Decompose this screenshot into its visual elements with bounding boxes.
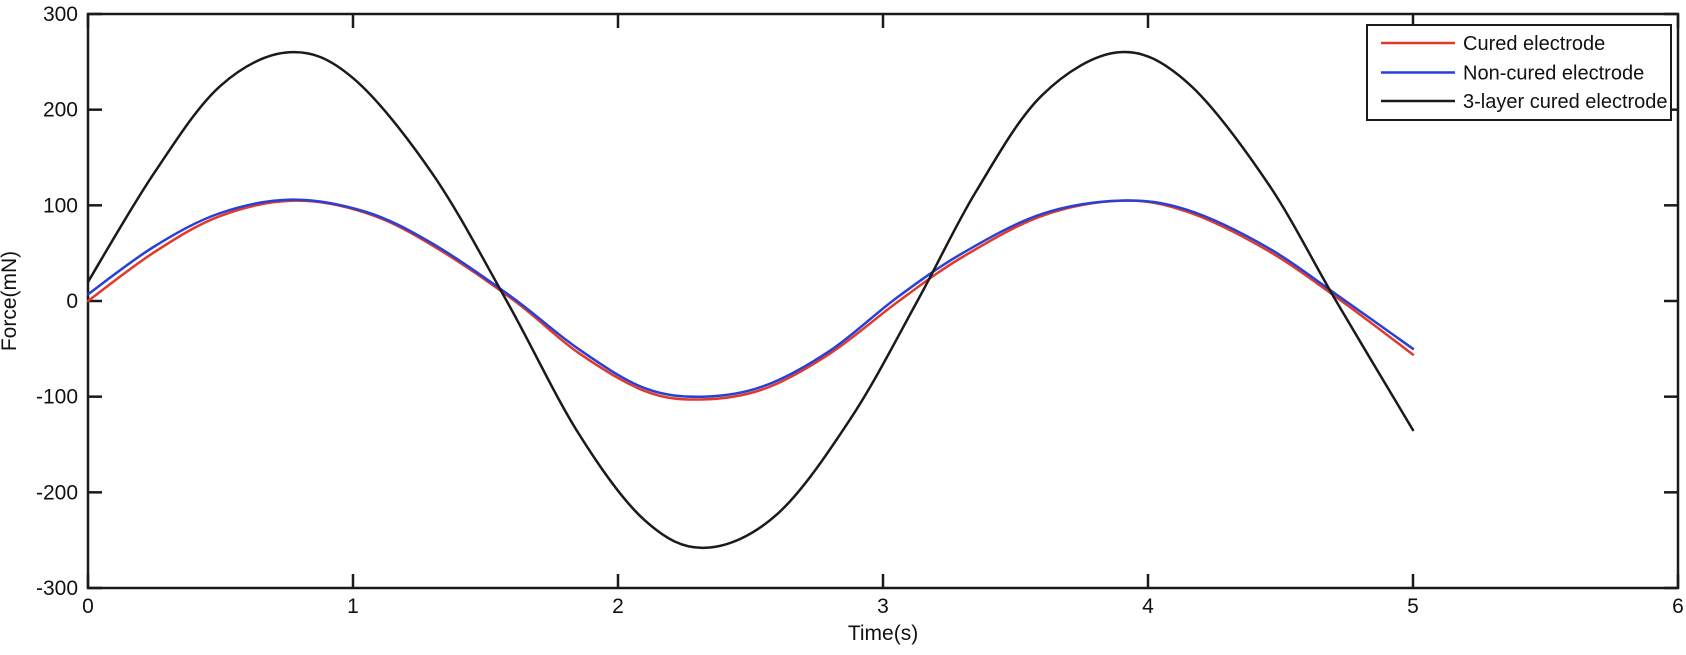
series-line-non-cured-electrode — [86, 198, 1415, 398]
x-tick-label: 0 — [82, 595, 94, 618]
series-line-cured-electrode — [86, 199, 1415, 401]
legend-item: 3-layer cured electrode — [1381, 91, 1668, 113]
y-tick-label: -100 — [36, 386, 78, 409]
x-tick-label: 3 — [877, 595, 889, 618]
legend: Cured electrode Non-cured electrode 3-laye… — [1366, 24, 1672, 121]
x-tick-label: 5 — [1407, 595, 1419, 618]
y-tick-label: 300 — [43, 3, 78, 26]
data-series — [86, 50, 1415, 550]
y-tick-label: -300 — [36, 577, 78, 600]
x-axis-label: Time(s) — [848, 622, 918, 645]
x-tick-label: 6 — [1672, 595, 1684, 618]
series-line-3-layer-cured-electrode — [86, 50, 1415, 550]
legend-label: Cured electrode — [1463, 33, 1605, 55]
legend-label: Non-cured electrode — [1463, 63, 1644, 85]
y-tick-label: 200 — [43, 99, 78, 122]
axis-tick-labels: 0 1 2 3 4 5 6 -300 -200 -100 0 100 200 300 — [36, 3, 1684, 618]
x-tick-label: 4 — [1142, 595, 1154, 618]
legend-item: Non-cured electrode — [1381, 63, 1644, 85]
y-tick-label: -200 — [36, 481, 78, 504]
y-tick-label: 100 — [43, 194, 78, 217]
y-axis-label: Force(mN) — [0, 251, 21, 351]
x-tick-label: 2 — [612, 595, 624, 618]
legend-item: Cured electrode — [1381, 33, 1605, 55]
legend-label: 3-layer cured electrode — [1463, 91, 1668, 113]
x-tick-label: 1 — [347, 595, 359, 618]
y-tick-label: 0 — [66, 290, 78, 313]
